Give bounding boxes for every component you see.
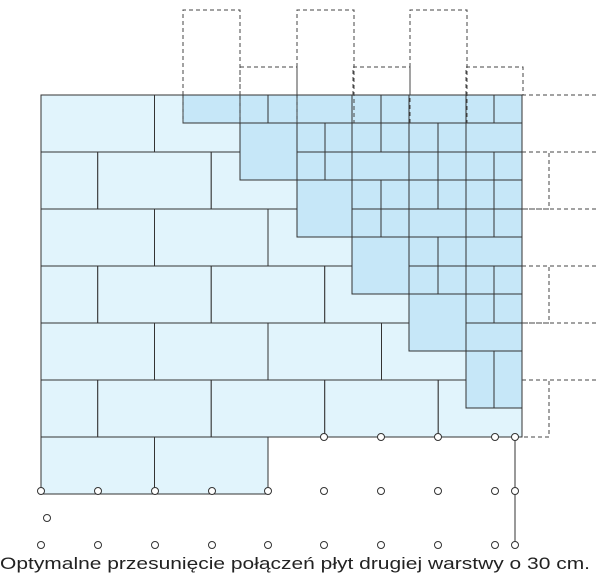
fastener (511, 487, 519, 495)
fastener (320, 487, 328, 495)
fastener (94, 487, 102, 495)
dashed-board (465, 66, 524, 95)
dashed-board (239, 66, 298, 95)
fastener (511, 541, 519, 549)
fastener (264, 541, 272, 549)
fastener (208, 487, 216, 495)
outline-dashed (182, 9, 596, 438)
board (324, 379, 439, 438)
fastener (264, 487, 272, 495)
board (210, 379, 326, 438)
fastener (434, 541, 442, 549)
fastener (94, 541, 102, 549)
board (40, 322, 155, 381)
board (40, 265, 99, 324)
fastener (377, 541, 385, 549)
board (97, 151, 212, 210)
board (97, 379, 212, 438)
dashed-board (522, 151, 550, 210)
fastener (320, 433, 328, 441)
board (97, 265, 212, 324)
fastener (434, 487, 442, 495)
fastener (377, 487, 385, 495)
second-layer-joints (239, 95, 522, 408)
fastener (151, 541, 159, 549)
board (40, 94, 155, 153)
board (40, 436, 155, 495)
board (154, 208, 269, 267)
board (154, 436, 269, 495)
dashed-board (522, 265, 550, 324)
fastener (37, 541, 45, 549)
board (154, 322, 269, 381)
board (40, 151, 99, 210)
fastener (151, 487, 159, 495)
fastener (511, 433, 519, 441)
dashed-board (352, 66, 411, 95)
fastener (43, 514, 51, 522)
board (210, 265, 326, 324)
fastener (491, 487, 499, 495)
fastener (208, 541, 216, 549)
board (267, 322, 382, 381)
fastener (377, 433, 385, 441)
fasteners (37, 433, 519, 549)
board (40, 379, 99, 438)
caption: Optymalne przesunięcie połączeń płyt dru… (0, 554, 590, 573)
board (40, 208, 155, 267)
fastener (491, 541, 499, 549)
fastener (434, 433, 442, 441)
dashed-board (522, 379, 550, 438)
fastener (320, 541, 328, 549)
fastener (37, 487, 45, 495)
fastener (491, 433, 499, 441)
